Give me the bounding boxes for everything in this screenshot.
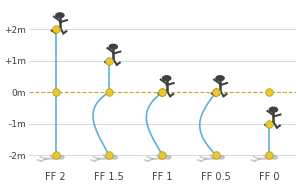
Point — [160, 154, 165, 157]
Point — [53, 154, 58, 157]
Circle shape — [109, 44, 117, 49]
Point — [53, 91, 58, 94]
Point — [213, 91, 218, 94]
Circle shape — [216, 76, 224, 81]
Text: FF 1.5: FF 1.5 — [94, 172, 124, 182]
Point — [267, 91, 272, 94]
Point — [213, 154, 218, 157]
Circle shape — [163, 76, 171, 81]
Point — [53, 28, 58, 31]
Point — [106, 91, 111, 94]
Circle shape — [56, 13, 64, 18]
Point — [106, 154, 111, 157]
Text: FF 0: FF 0 — [259, 172, 279, 182]
Point — [267, 154, 272, 157]
Circle shape — [112, 156, 118, 159]
Point — [106, 59, 111, 62]
Point — [213, 91, 218, 94]
Point — [267, 122, 272, 125]
Point — [160, 91, 165, 94]
Point — [160, 91, 165, 94]
Circle shape — [165, 156, 171, 159]
Text: FF 2: FF 2 — [45, 172, 66, 182]
Circle shape — [58, 156, 64, 159]
Text: FF 0.5: FF 0.5 — [201, 172, 231, 182]
Circle shape — [218, 156, 224, 159]
Text: FF 1: FF 1 — [152, 172, 172, 182]
Circle shape — [269, 107, 278, 112]
Circle shape — [272, 156, 278, 159]
